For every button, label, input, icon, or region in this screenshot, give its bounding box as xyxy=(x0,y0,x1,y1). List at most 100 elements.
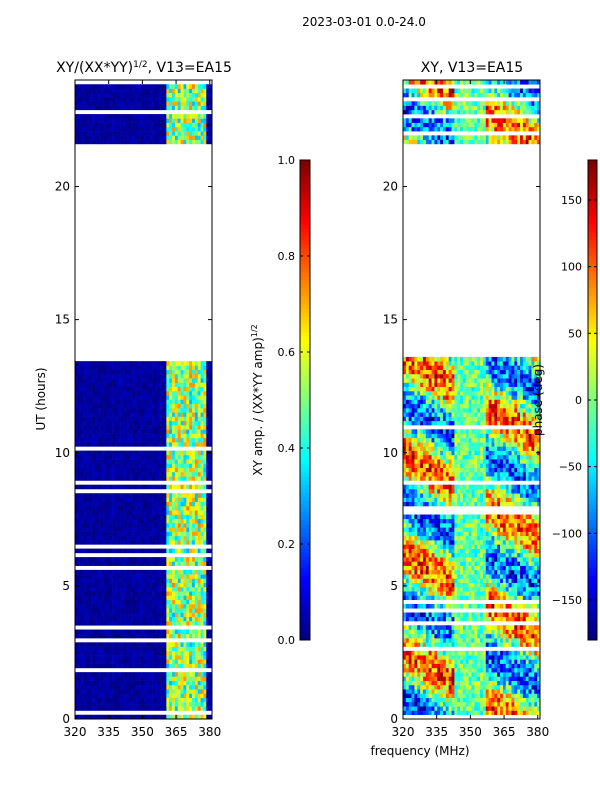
amp-heatmap-cell xyxy=(149,84,153,89)
amp-heatmap-cell xyxy=(194,561,199,566)
amp-heatmap-cell xyxy=(166,126,170,132)
amp-heatmap-cell xyxy=(112,650,116,656)
amp-heatmap-cell xyxy=(169,386,173,392)
y-tick-label: 15 xyxy=(55,313,70,327)
amp-heatmap-cell xyxy=(126,395,130,400)
amp-heatmap-cell xyxy=(163,92,167,98)
amp-heatmap-cell xyxy=(154,586,159,592)
amp-heatmap-cell xyxy=(166,527,170,532)
amp-heatmap-cell xyxy=(169,540,173,545)
amp-heatmap-cell xyxy=(86,378,90,383)
amp-heatmap-cell xyxy=(160,101,164,106)
phase-heatmap-cell xyxy=(405,697,409,703)
amp-heatmap-cell xyxy=(186,548,190,554)
phase-heatmap-cell xyxy=(465,663,469,669)
amp-heatmap-cell xyxy=(137,531,141,537)
amp-heatmap-cell xyxy=(80,693,84,698)
amp-heatmap-cell xyxy=(83,501,87,507)
amp-heatmap-cell xyxy=(109,689,113,694)
amp-heatmap-cell xyxy=(80,706,84,711)
amp-heatmap-cell xyxy=(152,442,156,447)
amp-heatmap-cell xyxy=(183,599,187,605)
amp-heatmap-cell xyxy=(143,403,147,409)
amp-heatmap-cell xyxy=(194,105,199,111)
colorbar-segment xyxy=(300,264,310,269)
amp-heatmap-cell xyxy=(192,412,196,417)
amp-heatmap-cell xyxy=(180,386,184,392)
amp-heatmap-cell xyxy=(75,676,79,681)
phase-heatmap-cell xyxy=(422,684,427,690)
amp-heatmap-cell xyxy=(209,689,213,694)
colorbar-segment xyxy=(300,376,310,381)
amp-heatmap-cell xyxy=(126,693,130,698)
phase-heatmap-cell xyxy=(517,693,521,698)
phase-heatmap-cell xyxy=(454,684,458,690)
amp-heatmap-cell xyxy=(106,114,110,119)
amp-heatmap-cell xyxy=(169,612,173,618)
amp-heatmap-cell xyxy=(132,450,136,456)
amp-heatmap-cell xyxy=(206,655,210,660)
amp-heatmap-cell xyxy=(206,684,210,690)
amp-heatmap-cell xyxy=(112,523,116,528)
amp-heatmap-cell xyxy=(189,591,193,596)
phase-heatmap-cell xyxy=(522,701,527,707)
amp-heatmap-cell xyxy=(194,126,199,132)
phase-heatmap-cell xyxy=(525,659,529,664)
amp-heatmap-cell xyxy=(89,680,93,686)
amp-heatmap-cell xyxy=(189,420,193,426)
y-tick-label: 5 xyxy=(62,579,70,593)
amp-heatmap-cell xyxy=(123,139,127,145)
phase-heatmap-cell xyxy=(448,701,452,707)
amp-heatmap-cell xyxy=(197,689,201,694)
amp-heatmap-cell xyxy=(94,467,99,473)
amp-heatmap-cell xyxy=(183,105,187,111)
amp-heatmap-cell xyxy=(197,608,201,613)
colorbar-segment xyxy=(300,624,310,629)
amp-heatmap-cell xyxy=(180,569,184,575)
amp-heatmap-cell xyxy=(186,633,190,639)
amp-heatmap-cell xyxy=(152,714,156,720)
amp-heatmap-cell xyxy=(146,135,150,140)
amp-heatmap-cell xyxy=(75,425,79,430)
amp-heatmap-cell xyxy=(197,646,201,652)
amp-heatmap-cell xyxy=(80,612,84,618)
phase-heatmap-cell xyxy=(474,701,478,707)
amp-heatmap-cell xyxy=(209,126,213,132)
amp-heatmap-cell xyxy=(174,84,179,89)
amp-heatmap-cell xyxy=(154,629,159,635)
amp-heatmap-cell xyxy=(80,378,84,383)
amp-heatmap-cell xyxy=(106,373,110,379)
amp-heatmap-cell xyxy=(112,693,116,698)
phase-heatmap-cell xyxy=(457,659,461,664)
amp-heatmap-cell xyxy=(146,591,150,596)
amp-heatmap-cell xyxy=(149,633,153,639)
amp-heatmap-cell xyxy=(103,442,107,447)
amp-heatmap-cell xyxy=(120,672,124,677)
amp-heatmap-cell xyxy=(134,561,139,566)
amp-heatmap-cell xyxy=(89,497,93,503)
amp-heatmap-cell xyxy=(123,599,127,605)
phase-heatmap-cell xyxy=(508,684,512,690)
amp-heatmap-cell xyxy=(103,621,107,626)
amp-heatmap-cell xyxy=(183,373,187,379)
amp-heatmap-cell xyxy=(180,135,184,140)
amp-heatmap-cell xyxy=(154,540,159,545)
amp-heatmap-cell xyxy=(154,122,159,128)
amp-heatmap-cell xyxy=(134,501,139,507)
amp-heatmap-cell xyxy=(100,395,104,400)
amp-heatmap-cell xyxy=(114,429,119,434)
phase-heatmap-cell xyxy=(405,710,409,716)
amp-heatmap-cell xyxy=(143,416,147,422)
phase-heatmap-cell xyxy=(411,693,415,698)
amp-heatmap-cell xyxy=(94,603,99,609)
amp-heatmap-cell xyxy=(192,608,196,613)
amp-heatmap-cell xyxy=(152,663,156,669)
amp-heatmap-cell xyxy=(174,621,179,626)
amp-heatmap-cell xyxy=(189,437,193,443)
colorbar-segment xyxy=(300,168,310,173)
amp-heatmap-cell xyxy=(169,484,173,490)
amp-heatmap-cell xyxy=(149,527,153,532)
amp-heatmap-cell xyxy=(174,437,179,443)
amp-heatmap-cell xyxy=(129,603,133,609)
amp-heatmap-cell xyxy=(149,676,153,681)
